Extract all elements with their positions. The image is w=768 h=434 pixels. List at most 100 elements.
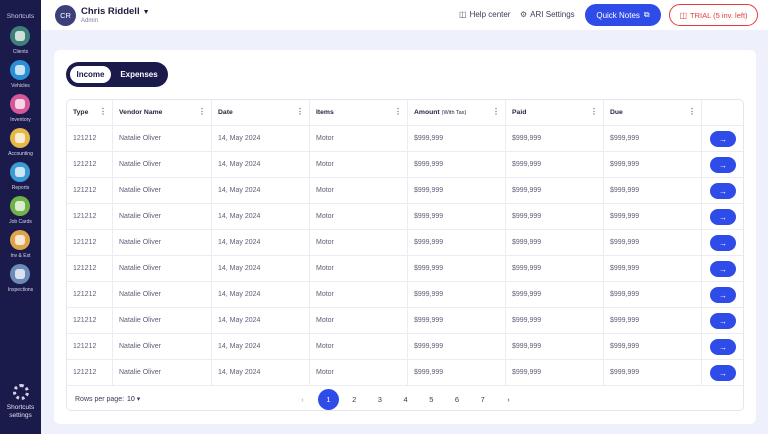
open-row-button[interactable]: → bbox=[710, 365, 736, 381]
table-cell: 121212 bbox=[67, 152, 113, 177]
sidebar-item-reports[interactable]: Reports bbox=[8, 162, 33, 191]
sidebar-item-accounting[interactable]: Accounting bbox=[8, 128, 33, 157]
table-cell: $999,999 bbox=[408, 126, 506, 151]
sidebar-item-vehicles[interactable]: Vehicles bbox=[8, 60, 33, 89]
trial-button[interactable]: ◫ TRIAL (5 inv. left) bbox=[669, 4, 758, 26]
shortcuts-heading: Shortcuts bbox=[6, 13, 35, 20]
tab-income[interactable]: Income bbox=[70, 66, 111, 83]
table-cell: $999,999 bbox=[506, 334, 604, 359]
arrow-right-icon: → bbox=[719, 160, 727, 170]
user-menu[interactable]: Chris Riddell ▼ bbox=[81, 6, 150, 17]
open-row-button[interactable]: → bbox=[710, 287, 736, 303]
quick-notes-button[interactable]: Quick Notes ⧉ bbox=[585, 4, 661, 26]
ari-settings-link[interactable]: ⚙ ARI Settings bbox=[520, 10, 575, 19]
open-row-button[interactable]: → bbox=[710, 313, 736, 329]
settings-label-line2: settings bbox=[9, 412, 32, 419]
table-cell: $999,999 bbox=[408, 334, 506, 359]
table-header-row: Type ⋮ Vendor Name ⋮ Date ⋮ Items ⋮ Amount (With … bbox=[67, 100, 743, 126]
shortcut-glyph bbox=[15, 31, 26, 41]
table-cell: $999,999 bbox=[604, 230, 702, 255]
shortcut-glyph bbox=[15, 65, 26, 75]
page-button[interactable]: 4 bbox=[403, 395, 408, 404]
table-cell: 121212 bbox=[67, 178, 113, 203]
prev-page-button[interactable]: ‹ bbox=[301, 395, 304, 404]
avatar[interactable]: CR bbox=[55, 5, 76, 26]
table-row: 121212 Natalie Oliver 14, May 2024 Motor $99… bbox=[67, 204, 743, 230]
column-header-label: Amount bbox=[414, 109, 440, 116]
table-cell: 14, May 2024 bbox=[212, 282, 310, 307]
tab-expenses[interactable]: Expenses bbox=[120, 70, 158, 79]
pagination-bar: Rows per page: 10 ▾ ‹ 1 2 3 4 5 6 7 › bbox=[67, 386, 743, 410]
caret-down-icon: ▾ bbox=[136, 396, 141, 403]
rows-per-page[interactable]: Rows per page: 10 ▾ bbox=[75, 395, 140, 403]
table-cell: Natalie Oliver bbox=[113, 204, 212, 229]
quick-notes-label: Quick Notes bbox=[596, 10, 640, 20]
arrow-right-icon: → bbox=[719, 264, 727, 274]
page-button[interactable]: 2 bbox=[352, 395, 357, 404]
column-header-label: Vendor Name bbox=[119, 109, 163, 116]
table-row: 121212 Natalie Oliver 14, May 2024 Motor $99… bbox=[67, 308, 743, 334]
page-button[interactable]: 3 bbox=[377, 395, 382, 404]
kebab-menu-icon[interactable]: ⋮ bbox=[688, 107, 696, 116]
table-cell: 121212 bbox=[67, 230, 113, 255]
sidebar-item-label: Inspections bbox=[7, 287, 34, 293]
page-button[interactable]: 6 bbox=[454, 395, 460, 404]
table-cell: $999,999 bbox=[408, 152, 506, 177]
table-cell: Motor bbox=[310, 334, 408, 359]
open-row-button[interactable]: → bbox=[710, 157, 736, 173]
transactions-table: Type ⋮ Vendor Name ⋮ Date ⋮ Items ⋮ Amount (With … bbox=[66, 99, 744, 411]
help-center-link[interactable]: ◫ Help center bbox=[459, 10, 510, 19]
page-button[interactable]: 1 bbox=[318, 389, 339, 410]
shortcut-glyph bbox=[15, 99, 26, 109]
table-cell: Natalie Oliver bbox=[113, 334, 212, 359]
shortcut-icon bbox=[10, 60, 31, 80]
column-header-label: Due bbox=[610, 109, 623, 116]
shortcuts-settings-button[interactable]: Shortcuts settings bbox=[7, 384, 34, 420]
page-button[interactable]: 5 bbox=[429, 395, 434, 404]
column-header-label: Paid bbox=[512, 109, 527, 116]
table-cell: 14, May 2024 bbox=[212, 126, 310, 151]
kebab-menu-icon[interactable]: ⋮ bbox=[296, 107, 304, 116]
sidebar-item-inspections[interactable]: Inspections bbox=[8, 264, 33, 293]
column-header-action bbox=[702, 100, 743, 125]
kebab-menu-icon[interactable]: ⋮ bbox=[99, 107, 107, 116]
kebab-menu-icon[interactable]: ⋮ bbox=[492, 107, 500, 116]
table-cell: $999,999 bbox=[408, 282, 506, 307]
sidebar-item-job-cards[interactable]: Job Cards bbox=[8, 196, 33, 225]
column-header: Vendor Name ⋮ bbox=[113, 100, 212, 125]
sidebar: Shortcuts Clients Vehicles Inventory Accoun… bbox=[0, 0, 41, 434]
table-cell: $999,999 bbox=[604, 334, 702, 359]
sidebar-item-clients[interactable]: Clients bbox=[8, 26, 33, 55]
table-cell: Natalie Oliver bbox=[113, 152, 212, 177]
table-cell: $999,999 bbox=[408, 256, 506, 281]
open-row-button[interactable]: → bbox=[710, 183, 736, 199]
table-cell: Motor bbox=[310, 230, 408, 255]
sidebar-item-inventory[interactable]: Inventory bbox=[8, 94, 33, 123]
table-cell: $999,999 bbox=[604, 152, 702, 177]
shortcut-icon bbox=[10, 196, 31, 216]
table-cell: $999,999 bbox=[408, 308, 506, 333]
kebab-menu-icon[interactable]: ⋮ bbox=[394, 107, 402, 116]
table-cell: $999,999 bbox=[604, 178, 702, 203]
open-row-button[interactable]: → bbox=[710, 209, 736, 225]
sidebar-item-inv-est[interactable]: Inv & Est bbox=[8, 230, 33, 259]
next-page-button[interactable]: › bbox=[507, 395, 510, 404]
kebab-menu-icon[interactable]: ⋮ bbox=[590, 107, 598, 116]
table-cell: 14, May 2024 bbox=[212, 334, 310, 359]
table-cell: $999,999 bbox=[506, 360, 604, 385]
kebab-menu-icon[interactable]: ⋮ bbox=[198, 107, 206, 116]
open-row-button[interactable]: → bbox=[710, 131, 736, 147]
column-header: Items ⋮ bbox=[310, 100, 408, 125]
open-row-button[interactable]: → bbox=[710, 261, 736, 277]
table-cell: 14, May 2024 bbox=[212, 256, 310, 281]
open-row-button[interactable]: → bbox=[710, 339, 736, 355]
settings-label-line1: Shortcuts bbox=[6, 404, 35, 411]
table-cell: Motor bbox=[310, 256, 408, 281]
open-row-button[interactable]: → bbox=[710, 235, 736, 251]
shortcuts-settings-label: Shortcuts settings bbox=[7, 404, 34, 420]
table-row: 121212 Natalie Oliver 14, May 2024 Motor $99… bbox=[67, 152, 743, 178]
user-name: Chris Riddell bbox=[81, 6, 140, 17]
page-button[interactable]: 7 bbox=[480, 395, 485, 404]
table-cell: Natalie Oliver bbox=[113, 360, 212, 385]
table-cell: 14, May 2024 bbox=[212, 178, 310, 203]
